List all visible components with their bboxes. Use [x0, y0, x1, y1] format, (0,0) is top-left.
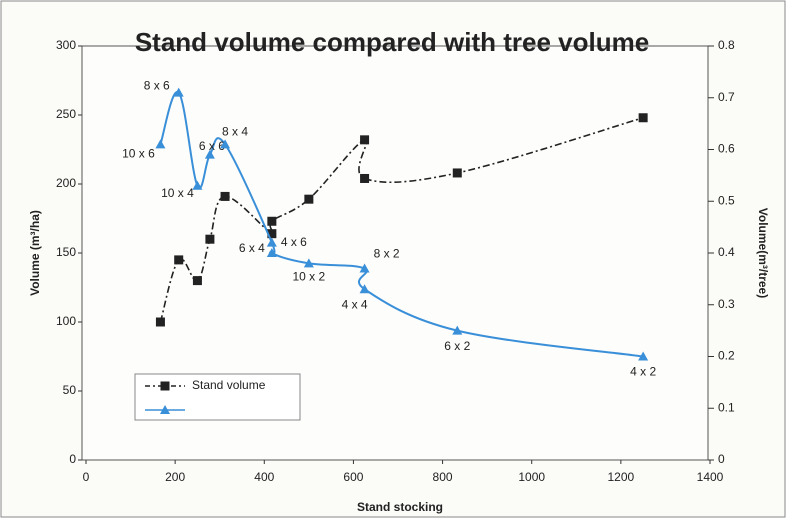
point-label: 10 x 2 — [293, 270, 326, 284]
square-marker — [638, 113, 648, 123]
point-label: 10 x 4 — [161, 186, 194, 200]
point-label: 4 x 4 — [342, 297, 368, 311]
x-tick-label: 1400 — [697, 470, 724, 484]
legend-marker — [160, 405, 170, 414]
y2-tick-label: 0.5 — [718, 193, 735, 207]
y2-tick-label: 0.1 — [718, 400, 735, 414]
square-marker — [452, 168, 462, 178]
square-marker — [205, 234, 215, 244]
y-tick-label: 0 — [69, 452, 76, 466]
triangle-marker — [155, 139, 166, 149]
x-tick-label: 1000 — [518, 470, 545, 484]
square-marker — [267, 229, 277, 239]
x-tick-label: 400 — [254, 470, 274, 484]
legend-label: Stand volume — [192, 378, 266, 392]
y-tick-label: 50 — [63, 383, 77, 397]
square-marker — [192, 276, 202, 286]
y-tick-label: 100 — [56, 314, 76, 328]
square-marker — [360, 135, 370, 145]
triangle-marker — [204, 149, 215, 159]
point-label: 4 x 2 — [630, 365, 656, 379]
x-axis-label: Stand stocking — [357, 500, 443, 514]
point-label: 8 x 6 — [144, 79, 170, 93]
triangle-marker — [359, 263, 370, 273]
triangle-marker — [220, 139, 231, 149]
x-tick-label: 200 — [165, 470, 185, 484]
point-label: 8 x 2 — [374, 247, 400, 261]
point-label: 6 x 6 — [199, 139, 225, 153]
y2-tick-label: 0.6 — [718, 142, 735, 156]
triangle-marker — [359, 284, 370, 294]
y2-axis-label: Volume(m³/tree) — [756, 208, 770, 298]
square-marker — [267, 216, 277, 226]
y-tick-label: 150 — [56, 245, 76, 259]
triangle-marker — [303, 258, 314, 268]
x-tick-label: 800 — [433, 470, 453, 484]
point-label: 6 x 4 — [239, 241, 265, 255]
point-label: 6 x 2 — [444, 339, 470, 353]
triangle-marker — [266, 248, 277, 257]
y2-tick-label: 0.2 — [718, 349, 735, 363]
y2-tick-label: 0 — [718, 452, 725, 466]
triangle-marker — [173, 87, 184, 97]
square-marker — [220, 191, 230, 201]
square-marker — [360, 173, 370, 183]
triangle-marker — [266, 237, 277, 247]
square-marker — [174, 255, 184, 265]
triangle-marker — [452, 325, 463, 335]
x-tick-label: 1200 — [608, 470, 635, 484]
y2-tick-label: 0.3 — [718, 297, 735, 311]
y-tick-label: 200 — [56, 176, 76, 190]
point-label: 4 x 6 — [281, 235, 307, 249]
y-tick-label: 250 — [56, 107, 76, 121]
x-tick-label: 600 — [343, 470, 363, 484]
y-tick-label: 300 — [56, 38, 76, 52]
y2-tick-label: 0.7 — [718, 90, 735, 104]
legend-marker — [160, 381, 170, 391]
point-label: 10 x 6 — [122, 146, 155, 160]
chart-title: Stand volume compared with tree volume — [135, 27, 649, 57]
y2-tick-label: 0.4 — [718, 245, 735, 259]
triangle-marker — [638, 351, 649, 361]
x-tick-label: 0 — [83, 470, 90, 484]
square-marker — [304, 194, 314, 204]
y2-tick-label: 0.8 — [718, 38, 735, 52]
square-marker — [155, 317, 165, 327]
triangle-marker — [192, 180, 203, 190]
y-axis-label: Volume (m³/ha) — [28, 210, 42, 296]
point-label: 8 x 4 — [222, 124, 248, 138]
